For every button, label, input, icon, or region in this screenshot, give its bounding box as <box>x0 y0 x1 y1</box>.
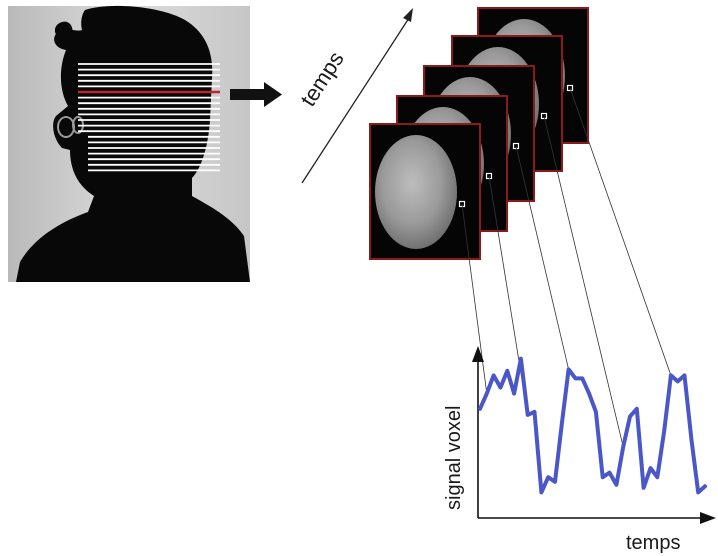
voxel-connector <box>543 115 624 447</box>
signal-point <box>622 446 624 448</box>
x-axis-arrowhead <box>700 512 716 524</box>
voxel-connector <box>515 145 569 370</box>
signal-point <box>704 485 706 488</box>
right-arrow-icon <box>230 82 282 107</box>
signal-point <box>588 392 590 395</box>
signal-point <box>526 414 529 416</box>
brain-slice <box>369 123 481 260</box>
signal-point <box>581 377 584 380</box>
time-axis-arrow <box>301 8 413 184</box>
signal-point <box>506 370 509 372</box>
brain-image <box>375 135 457 249</box>
signal-point <box>486 392 488 395</box>
signal-point <box>656 476 659 479</box>
signal-point <box>670 374 672 377</box>
signal-point <box>636 408 638 410</box>
signal-point <box>649 467 652 469</box>
signal-point <box>479 408 481 410</box>
signal-point <box>513 392 515 395</box>
signal-point <box>561 423 563 425</box>
x-axis-label: temps <box>626 532 680 554</box>
signal-point <box>492 374 495 377</box>
time-arrow-label: temps <box>295 47 349 111</box>
signal-point <box>697 491 699 494</box>
signal-point <box>533 411 536 413</box>
scan-lines <box>78 63 220 172</box>
signal-point <box>683 374 686 377</box>
signal-point <box>520 357 522 360</box>
y-axis-arrowhead <box>472 346 484 362</box>
signal-point <box>676 380 679 383</box>
signal-point <box>601 476 604 479</box>
signal-chart: signal voxel temps <box>443 346 716 554</box>
hair-curl <box>54 21 73 38</box>
signal-point <box>554 481 556 483</box>
signal-point <box>690 438 693 441</box>
signal-point <box>629 415 631 418</box>
signal-point <box>642 487 645 489</box>
voxel-connector <box>569 87 672 376</box>
signal-point <box>540 491 543 494</box>
signal-point <box>567 368 570 371</box>
brain-slice-stack <box>369 7 589 260</box>
signal-point <box>595 411 597 413</box>
signal-point <box>663 430 665 433</box>
voxel-marker <box>566 84 574 92</box>
signal-point <box>499 386 502 389</box>
signal-points <box>479 357 706 494</box>
signal-point <box>574 377 577 380</box>
head-photo <box>8 5 250 282</box>
signal-point <box>615 484 618 486</box>
signal-point <box>547 476 549 479</box>
voxel-marker <box>540 112 548 120</box>
y-axis-label: signal voxel <box>443 405 465 510</box>
voxel-marker <box>512 142 520 150</box>
signal-point <box>608 471 611 474</box>
signal-line <box>478 356 707 495</box>
